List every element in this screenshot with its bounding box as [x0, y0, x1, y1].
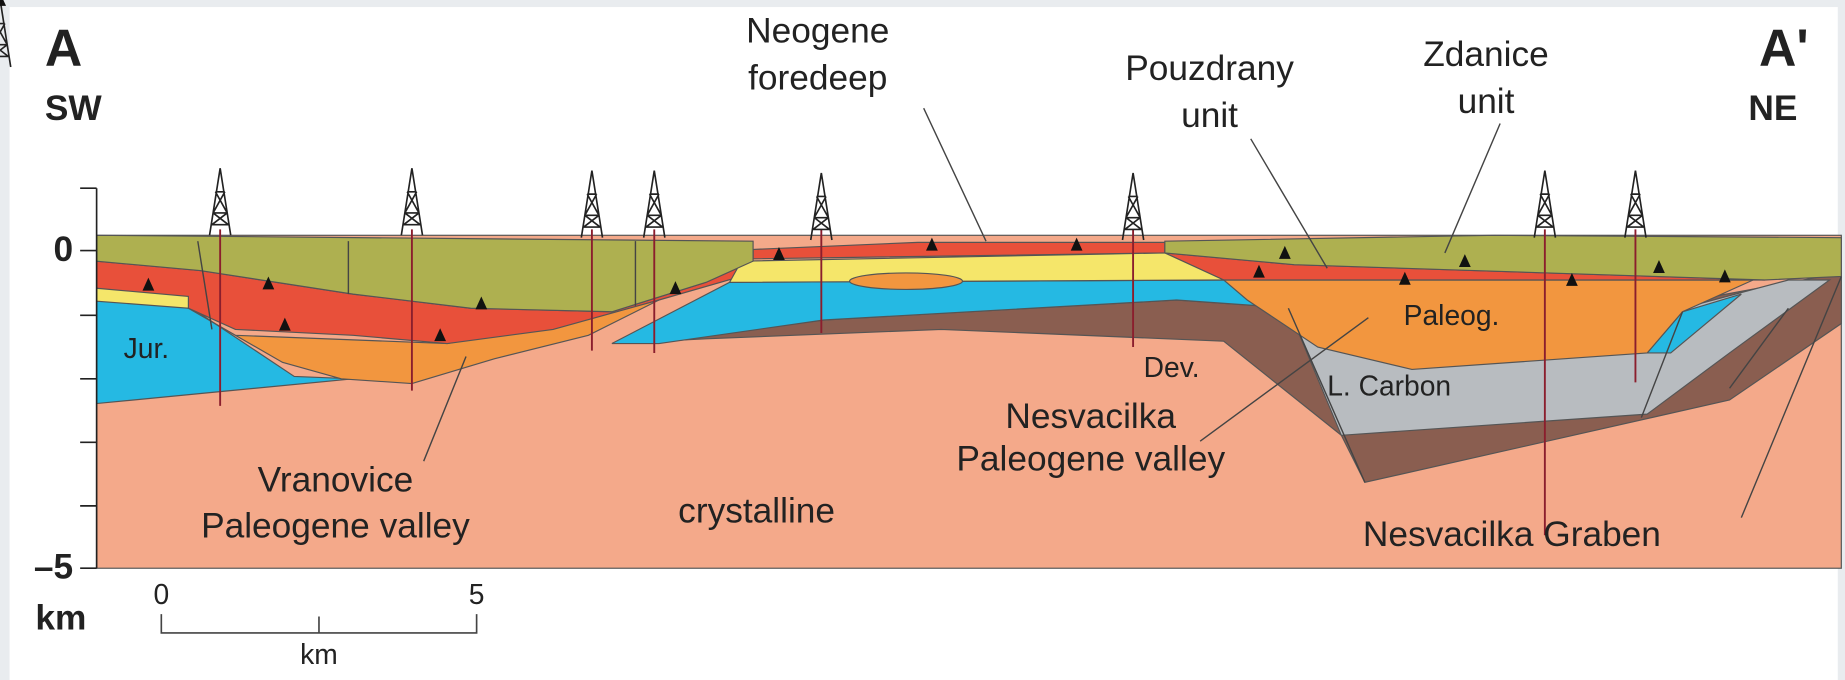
lens — [850, 273, 963, 289]
label: crystalline — [678, 491, 835, 530]
label: foredeep — [748, 58, 887, 97]
label: unit — [1458, 82, 1515, 121]
label: Paleogene valley — [201, 507, 470, 546]
direction: NE — [1748, 89, 1797, 128]
label: Pouzdrany — [1125, 49, 1294, 88]
label: Neogene — [746, 11, 889, 50]
label: Paleog. — [1404, 299, 1500, 331]
scale-label: 5 — [469, 578, 485, 610]
label: L. Carbon — [1327, 370, 1451, 402]
label: Nesvacilka — [1005, 397, 1176, 436]
section-letter: A' — [1759, 18, 1809, 76]
scale-label: 0 — [153, 578, 169, 610]
depth-unit: km — [35, 598, 86, 637]
label: Vranovice — [258, 461, 414, 500]
cross-section: A SW A' NE Neogene foredeep Pouzdrany un… — [0, 0, 1845, 680]
label: Dev. — [1144, 351, 1200, 383]
label: Paleogene valley — [956, 440, 1225, 479]
label: Nesvacilka Graben — [1363, 515, 1661, 554]
scale-unit: km — [300, 638, 338, 670]
section-letter: A — [45, 18, 82, 76]
label: Zdanice — [1423, 35, 1549, 74]
label: Jur. — [124, 332, 169, 364]
direction: SW — [45, 89, 103, 128]
depth-label: 0 — [53, 230, 73, 269]
label: unit — [1181, 96, 1238, 135]
depth-label: –5 — [34, 548, 73, 587]
